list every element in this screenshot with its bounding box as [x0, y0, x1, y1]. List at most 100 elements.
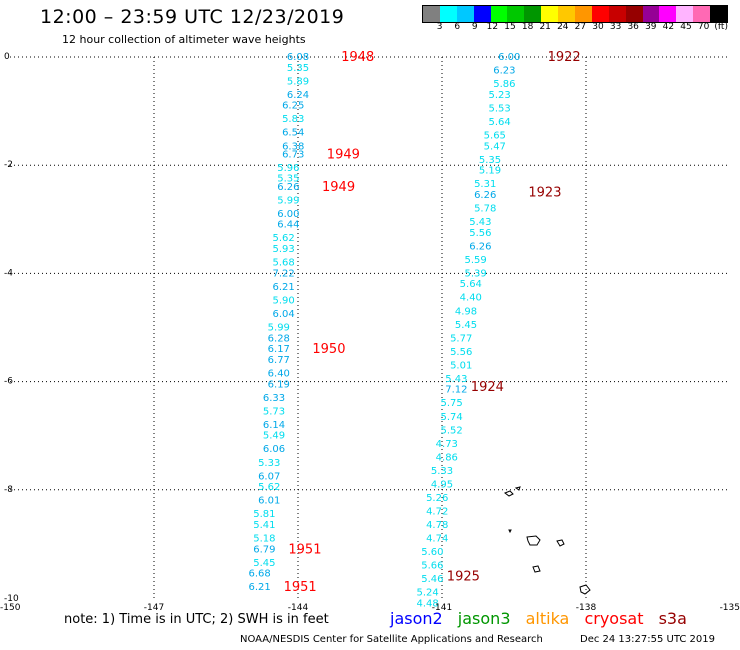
color-scale-label: 21	[539, 22, 551, 32]
wave-height-value: 4.86	[436, 452, 458, 463]
color-swatch	[575, 6, 592, 22]
wave-height-value: 6.68	[248, 569, 270, 580]
wave-height-value: 5.83	[282, 114, 304, 125]
wave-height-value: 5.86	[493, 79, 515, 90]
wave-height-value: 5.81	[253, 509, 275, 520]
wave-height-value: 6.28	[268, 333, 290, 344]
wave-height-value: 5.33	[431, 466, 453, 477]
wave-height-value: 5.56	[450, 347, 472, 358]
wave-height-value: 6.26	[469, 241, 491, 252]
wave-height-value: 6.77	[268, 355, 290, 366]
wave-height-value: 4.48	[416, 598, 438, 609]
legend-jason2: jason2	[390, 609, 443, 628]
color-swatch	[710, 6, 728, 22]
color-swatch	[423, 6, 440, 22]
wave-height-value: 7.22	[272, 268, 294, 279]
wave-height-value: 5.99	[277, 195, 299, 206]
wave-height-value: 5.99	[268, 323, 290, 334]
color-scale-label: 12	[486, 22, 499, 32]
wave-height-value: 5.35	[287, 63, 309, 74]
wave-height-value: 5.01	[450, 360, 472, 371]
wave-height-value: 4.74	[426, 533, 448, 544]
wave-height-value: 5.23	[488, 90, 510, 101]
wave-height-value: 6.23	[493, 66, 515, 77]
wave-height-value: 5.26	[426, 493, 448, 504]
wave-height-value: 6.79	[253, 544, 275, 555]
axis-ticks: 0 -2 -4 -6 -8 -10-150 -147 -144 -141 -138 -135	[0, 52, 740, 613]
pass-number: 1950	[312, 342, 345, 357]
pass-number: 1951	[288, 542, 321, 557]
wave-height-value: 5.43	[469, 217, 491, 228]
wave-height-value: 4.40	[460, 293, 482, 304]
wave-height-value: 6.08	[287, 52, 309, 63]
wave-height-value: 5.62	[258, 482, 280, 493]
wave-height-value: 5.56	[469, 228, 491, 239]
wave-height-value: 6.26	[474, 190, 496, 201]
lat-tick-label: 0	[4, 52, 10, 62]
lon-tick-label: -144	[288, 603, 309, 613]
map-title: 12:00 – 23:59 UTC 12/23/2019	[40, 6, 345, 28]
island	[503, 490, 514, 497]
color-swatch	[608, 6, 626, 22]
color-scale-label: 9	[471, 22, 478, 32]
pass-number: 1951	[284, 580, 317, 595]
wave-height-value: 6.07	[258, 471, 280, 482]
wave-height-value: 5.78	[474, 203, 496, 214]
color-swatch	[439, 6, 457, 22]
wave-height-value: 5.59	[464, 255, 486, 266]
color-swatch	[524, 6, 542, 22]
wave-height-value: 4.95	[431, 479, 453, 490]
lat-tick-label: -4	[4, 268, 13, 278]
satellite-legend: jason2 jason3 altika cryosat s3a	[390, 609, 697, 628]
color-swatch	[456, 6, 474, 22]
wave-height-value: 5.53	[488, 103, 510, 114]
lat-tick-label: -6	[4, 377, 13, 387]
wave-height-value: 4.73	[436, 439, 458, 450]
wave-height-value: 5.45	[253, 558, 275, 569]
wave-height-value: 6.25	[282, 101, 304, 112]
wave-height-value: 6.00	[498, 52, 520, 63]
wave-height-value: 5.24	[416, 588, 438, 599]
island	[526, 535, 541, 546]
color-swatch	[591, 6, 609, 22]
color-swatch	[541, 6, 559, 22]
wave-height-value: 6.73	[282, 149, 304, 160]
wave-height-value: 5.66	[421, 561, 443, 572]
legend-altika: altika	[525, 609, 570, 628]
wave-height-value: 5.49	[263, 431, 285, 442]
color-scale-label: 24	[557, 22, 569, 32]
wave-height-value: 5.35	[479, 155, 501, 166]
pass-number: 1924	[471, 380, 504, 395]
wave-height-value: 5.18	[253, 533, 275, 544]
wave-height-value: 5.47	[484, 141, 506, 152]
wave-height-value: 6.54	[282, 128, 304, 139]
color-scale-label: 36	[627, 22, 639, 32]
wave-height-value: 4.72	[426, 506, 448, 517]
color-scale-label: (ft)	[714, 22, 728, 32]
color-scale-label: 6	[454, 22, 461, 32]
island	[508, 529, 512, 534]
wave-height-value: 6.17	[268, 344, 290, 355]
wave-height-value: 6.21	[248, 582, 270, 593]
wave-height-value: 5.31	[474, 179, 496, 190]
lon-tick-label: -150	[0, 603, 21, 613]
pass-number: 1948	[341, 50, 374, 65]
pass-number: 1925	[447, 569, 480, 584]
pass-number: 1949	[327, 147, 360, 162]
graticule	[10, 56, 730, 598]
legend-s3a: s3a	[658, 609, 687, 628]
wave-height-value: 6.26	[277, 182, 299, 193]
wave-height-value: 6.21	[272, 282, 294, 293]
lon-tick-label: -135	[720, 603, 740, 613]
wave-height-value: 5.75	[440, 398, 462, 409]
wave-height-value: 5.68	[272, 258, 294, 269]
wave-height-value: 6.19	[268, 379, 290, 390]
color-swatch	[558, 6, 576, 22]
color-scale-label: 70	[697, 22, 710, 32]
wave-height-value: 7.12	[445, 385, 467, 396]
wave-height-value: 5.90	[272, 295, 294, 306]
color-scale-label: 45	[680, 22, 692, 32]
island	[532, 565, 541, 573]
wave-height-value: 5.39	[464, 268, 486, 279]
color-scale-label: 39	[645, 22, 657, 32]
